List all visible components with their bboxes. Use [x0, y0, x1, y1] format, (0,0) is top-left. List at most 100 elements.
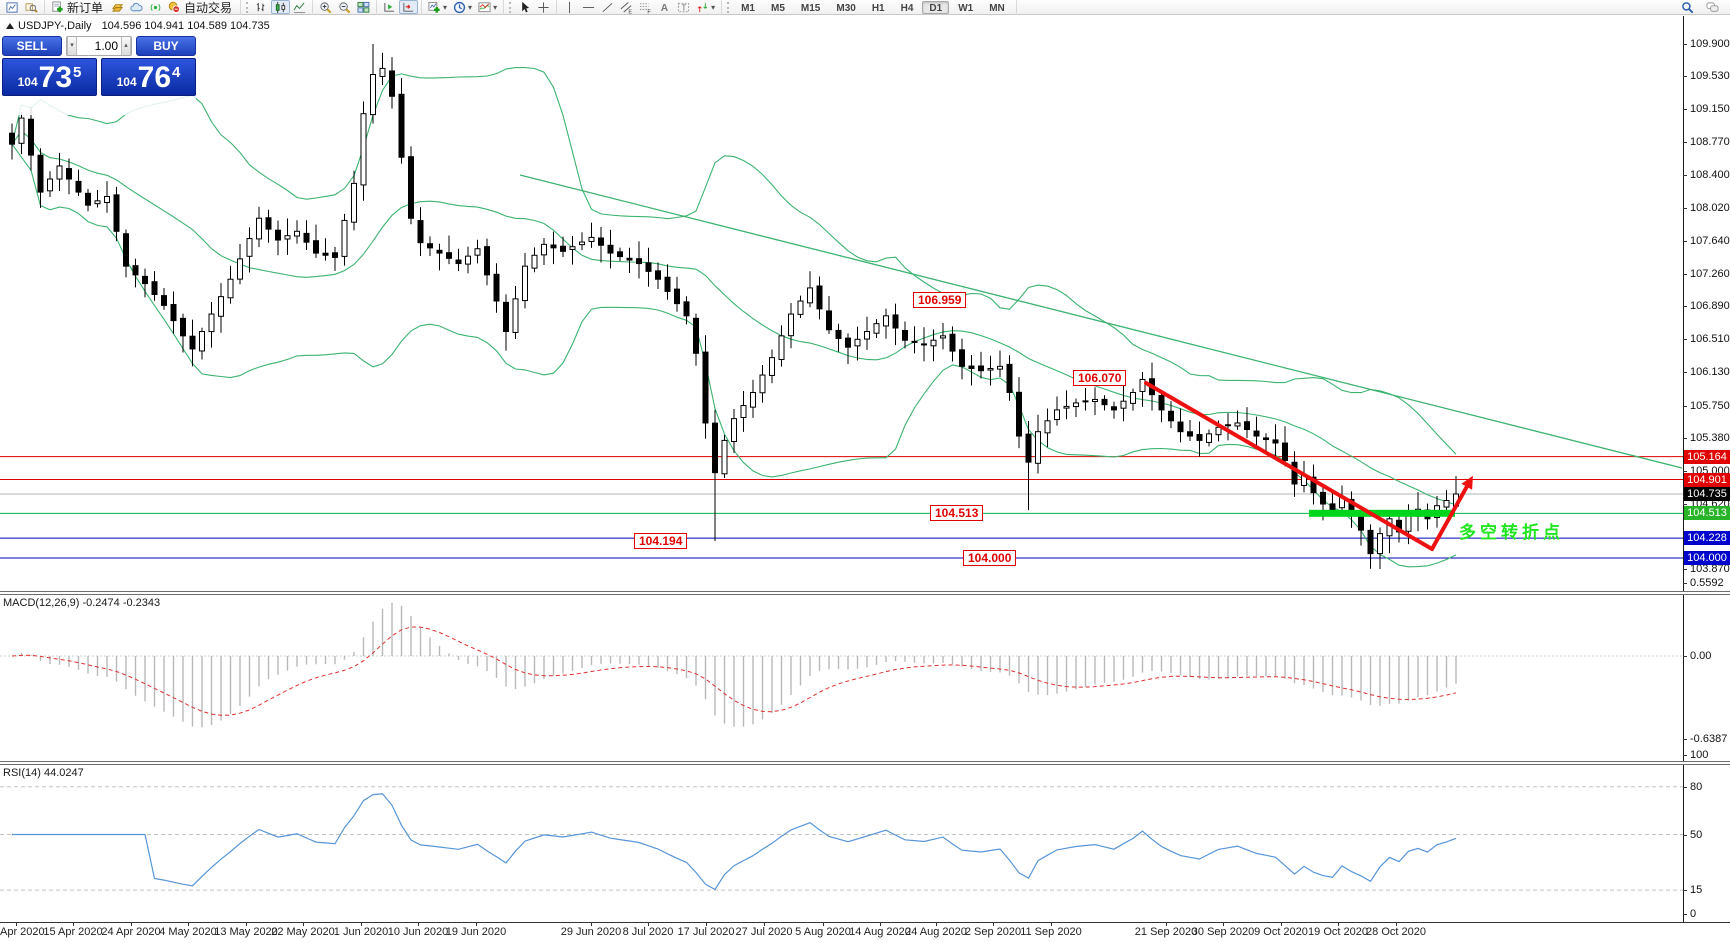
horizontal-line-button[interactable]	[579, 0, 598, 14]
crosshair-button[interactable]	[534, 0, 553, 14]
price-annotation-box[interactable]: 104.513	[930, 505, 984, 522]
date-tick-mark	[1051, 922, 1052, 926]
macd-pane[interactable]	[0, 577, 1683, 744]
sell-price-panel[interactable]: 104 73 5	[2, 58, 97, 96]
sell-price-big: 73	[38, 61, 73, 94]
templates-button[interactable]: ▾	[475, 0, 500, 14]
vertical-line-button[interactable]	[560, 0, 579, 14]
tile-windows-button[interactable]	[354, 0, 373, 14]
bull-bear-turning-point-note[interactable]: 多空转折点	[1459, 523, 1564, 542]
red-up-arrow[interactable]	[1430, 479, 1472, 551]
candle	[151, 281, 158, 295]
chart-window[interactable]: USDJPY-,Daily 104.596 104.941 104.589 10…	[0, 16, 1730, 943]
bar-chart-button[interactable]	[252, 0, 271, 14]
autotrading-button[interactable]: 自动交易	[165, 0, 237, 15]
chart-shift-button[interactable]	[399, 0, 419, 14]
candle	[816, 285, 823, 310]
buy-button[interactable]: BUY	[136, 36, 196, 56]
volume-decrease-button[interactable]: ▾	[67, 37, 77, 55]
tile-windows-icon	[357, 1, 370, 13]
chevron-down-icon[interactable]: ▾	[711, 2, 716, 12]
toolbar-button-label: 新订单	[67, 0, 104, 15]
timeframe-m5-button[interactable]: M5	[771, 2, 785, 14]
text-button[interactable]: A	[655, 0, 674, 14]
fibonacci-button[interactable]: F	[636, 0, 655, 14]
red-down-trend-arrow[interactable]	[1144, 381, 1434, 551]
toolbar-grip[interactable]	[727, 1, 731, 13]
zoom-in-button[interactable]	[316, 0, 335, 14]
auto-scroll-button[interactable]	[380, 0, 399, 14]
equidistant-channel-button[interactable]: E	[617, 0, 636, 14]
toolbar-grip[interactable]	[509, 1, 513, 13]
buy-price-panel[interactable]: 104 76 4	[101, 58, 196, 96]
timeframe-h4-button[interactable]: H4	[900, 2, 914, 14]
candlestick-chart-button[interactable]	[271, 0, 291, 14]
timeframe-m15-button[interactable]: M15	[800, 2, 821, 14]
price-tick-label: 106.130	[1690, 366, 1730, 379]
signals-button[interactable]	[146, 0, 165, 14]
price-tick-label: 109.150	[1690, 103, 1730, 116]
price-tick-mark	[1683, 470, 1687, 472]
volume-increase-button[interactable]: ▴	[121, 37, 131, 55]
timeframe-m1-button[interactable]: M1	[741, 2, 755, 14]
profiles-button[interactable]	[22, 0, 41, 14]
price-annotation-box[interactable]: 104.194	[634, 533, 688, 550]
chevron-down-icon[interactable]: ▾	[468, 2, 473, 12]
candle	[1196, 434, 1203, 441]
price-annotation-box[interactable]: 106.070	[1073, 369, 1127, 386]
timeframe-w1-button[interactable]: W1	[958, 2, 974, 14]
green-support-bar[interactable]	[1309, 509, 1455, 517]
price-annotation-box[interactable]: 106.959	[913, 292, 967, 309]
rsi-line[interactable]	[12, 793, 1457, 891]
macd-signal-line[interactable]	[11, 626, 1457, 716]
indicators-button[interactable]: ▾	[425, 0, 450, 14]
zoom-out-button[interactable]	[335, 0, 354, 14]
timeframe-m30-button[interactable]: M30	[836, 2, 856, 14]
text-label-button[interactable]: T	[674, 0, 693, 14]
bollinger-upper-band[interactable]	[11, 67, 1457, 455]
chevron-down-icon[interactable]: ▾	[493, 2, 498, 12]
descending-trendline[interactable]	[519, 174, 1683, 469]
timeframe-mn-button[interactable]: MN	[989, 2, 1005, 14]
line-chart-icon	[293, 2, 306, 13]
bollinger-middle-band[interactable]	[11, 130, 1457, 506]
date-axis-label: 28 Oct 2020	[1366, 926, 1426, 938]
toolbar-grip[interactable]	[246, 1, 250, 13]
rsi-tick-label: 100	[1690, 749, 1709, 761]
sell-button[interactable]: SELL	[2, 36, 62, 56]
price-annotation-box[interactable]: 104.000	[963, 550, 1017, 566]
timeframe-h1-button[interactable]: H1	[871, 2, 885, 14]
candle	[797, 300, 804, 315]
chevron-down-icon[interactable]: ▾	[443, 2, 448, 12]
volume-input[interactable]	[77, 37, 121, 55]
periods-button[interactable]: ▾	[450, 0, 475, 14]
candle	[484, 246, 490, 276]
date-axis-label: 19 Oct 2020	[1308, 926, 1368, 938]
candle	[864, 330, 870, 340]
candle	[883, 315, 889, 327]
mql5-cloud-icon	[130, 2, 143, 11]
arrows-button[interactable]: ▾	[693, 0, 718, 14]
cursor-button[interactable]	[515, 0, 534, 14]
new-chart-button[interactable]	[3, 0, 22, 14]
candle	[1139, 378, 1146, 392]
timeframe-d1-button[interactable]: D1	[922, 0, 950, 14]
new-order-button[interactable]: 新订单	[48, 0, 108, 15]
price-chart[interactable]	[0, 16, 1683, 576]
macd-tick-mark	[1683, 583, 1687, 584]
trendline-button[interactable]	[598, 0, 617, 14]
mql5-cloud-button[interactable]	[127, 0, 146, 14]
market-depth-button[interactable]	[108, 0, 127, 14]
candle	[436, 249, 443, 254]
rsi-pane[interactable]	[0, 745, 1683, 925]
date-axis-label: 30 Sep 2020	[1191, 926, 1255, 938]
bollinger-lower-band[interactable]	[11, 143, 1457, 568]
search-button[interactable]	[1678, 1, 1697, 15]
zoom-out-icon	[339, 1, 351, 13]
chat-button[interactable]	[1703, 1, 1722, 15]
line-chart-button[interactable]	[290, 0, 309, 14]
one-click-trade-widget: SELL ▾ ▴ BUY 104 73 5 104 76 4	[2, 36, 196, 115]
macd-separator[interactable]	[0, 591, 1730, 595]
rsi-separator[interactable]	[0, 761, 1730, 765]
date-axis-label: 24 Aug 2020	[905, 926, 967, 938]
